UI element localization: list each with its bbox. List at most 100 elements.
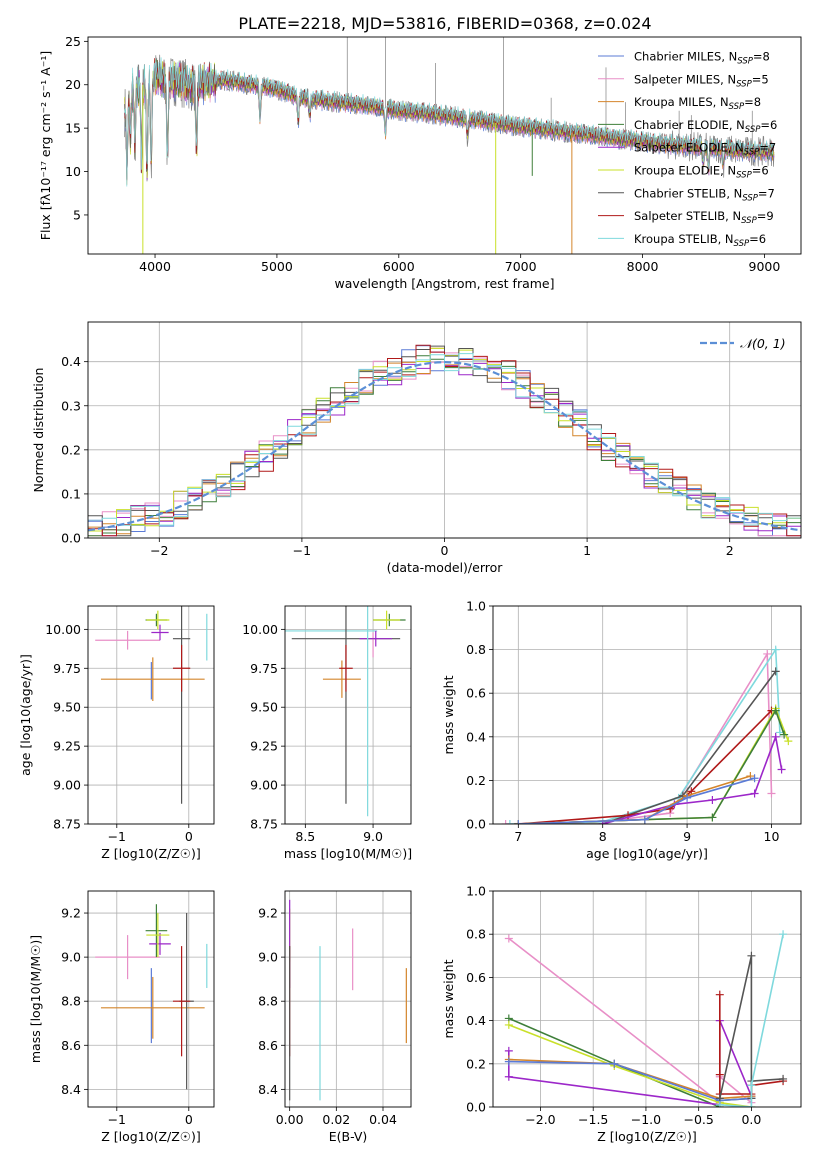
legend-subscript: SSP (734, 239, 750, 249)
y-tick-label: 0.8 (466, 642, 486, 657)
figure-title: PLATE=2218, MJD=53816, FIBERID=0368, z=0… (238, 14, 651, 33)
axes-frame (87, 890, 215, 1108)
mass-weight-marker (505, 820, 514, 824)
y-axis-label: mass weight (441, 959, 456, 1038)
mass-weight-line (518, 777, 755, 824)
y-tick-label: 0.6 (466, 686, 486, 701)
axes-frame (87, 605, 215, 825)
y-axis-label: Flux [fλ10⁻¹⁷ erg cm⁻² s⁻¹ A⁻¹] (38, 51, 53, 240)
x-tick-label: 7000 (505, 259, 537, 274)
legend-count: =8 (753, 50, 770, 64)
x-tick-label: 0.02 (322, 1112, 350, 1127)
mass-weight-marker (504, 1072, 513, 1081)
x-tick-label: 8.5 (295, 829, 315, 844)
y-tick-label: 5 (73, 207, 81, 222)
y-tick-label: 9.2 (258, 906, 278, 921)
y-tick-label: 0.8 (466, 927, 486, 942)
x-tick-label: 9.0 (363, 829, 383, 844)
y-tick-label: 8.8 (258, 994, 278, 1009)
x-axis-label: Z [log10(Z/Z☉)] (101, 1129, 201, 1144)
mass-weight-marker (504, 1057, 513, 1066)
y-tick-label: 9.2 (61, 906, 81, 921)
x-tick-label: 1 (583, 543, 591, 558)
legend-count: =5 (752, 72, 769, 86)
legend-subscript: SSP (742, 193, 758, 203)
x-tick-label: 7 (514, 829, 522, 844)
legend-count: =8 (744, 95, 761, 109)
mass-weight-marker (683, 793, 692, 802)
legend-label: Kroupa MILES, NSSP=8 (634, 95, 761, 112)
mass-weight-marker (767, 789, 776, 798)
legend-count: =6 (749, 232, 766, 246)
y-tick-label: 0.0 (466, 1100, 486, 1115)
x-axis-label: (data-model)/error (387, 560, 504, 575)
x-tick-label: 8 (599, 829, 607, 844)
y-tick-label: 9.75 (53, 661, 81, 676)
y-tick-label: 9.75 (250, 661, 278, 676)
plot-area (285, 606, 406, 817)
x-axis-label: age [log10(age/yr)] (586, 846, 708, 861)
age-vs-metallicity-panel: −1 0 8.75 9.00 9.25 9.50 9.75 10.00 Z [log10(Z/Z… (18, 605, 215, 861)
y-tick-label: 0.2 (466, 773, 486, 788)
mass-weight-marker (747, 1103, 756, 1107)
x-axis-label: mass [log10(M/M☉)] (284, 846, 412, 861)
axes-frame (492, 890, 802, 1108)
y-axis-label: mass weight (441, 675, 456, 754)
legend-label: Kroupa STELIB, NSSP=6 (634, 232, 766, 249)
y-axis-label: Normed distribution (31, 368, 46, 493)
axes-frame (492, 605, 802, 825)
x-tick-label: 0 (441, 543, 449, 558)
x-tick-label: −2.0 (525, 1112, 555, 1127)
x-axis-label: Z [log10(Z/Z☉)] (597, 1129, 697, 1144)
y-tick-label: 9.50 (53, 700, 81, 715)
legend-label: Salpeter STELIB, NSSP=9 (634, 209, 774, 226)
x-tick-label: 9000 (749, 259, 781, 274)
x-axis-label: Z [log10(Z/Z☉)] (101, 846, 201, 861)
plot-area (95, 904, 208, 1090)
y-axis-label: age [log10(age/yr)] (18, 654, 33, 776)
legend-count: =9 (757, 209, 774, 223)
y-tick-label: 8.75 (250, 817, 278, 832)
axes-frame (284, 605, 412, 825)
mass-weight-line (719, 934, 784, 1107)
mass-weight-marker (504, 1020, 513, 1029)
y-tick-label: 9.25 (250, 739, 278, 754)
residual-histogram-steps (88, 345, 801, 537)
spectrum-panel: 4000 5000 6000 7000 8000 9000 5 10 15 20 25 wavelen… (38, 34, 802, 291)
legend-subscript: SSP (737, 57, 753, 67)
y-tick-label: 9.50 (250, 700, 278, 715)
y-tick-label: 9.00 (250, 778, 278, 793)
y-tick-label: 0.1 (61, 486, 81, 501)
mass-weight-vs-age-panel: 7 8 9 10 0.0 0.2 0.4 0.6 0.8 1.0 age [log10(age/yr… (441, 599, 802, 861)
mass-weight-marker (504, 934, 513, 943)
y-tick-label: 15 (65, 121, 81, 136)
mass-weight-marker (715, 1100, 724, 1107)
mass-weight-marker (708, 813, 717, 822)
mass-weight-marker (708, 796, 717, 805)
legend-subscript: SSP (736, 171, 752, 181)
x-tick-label: 9 (683, 829, 691, 844)
x-axis-label: E(B-V) (329, 1129, 368, 1144)
mass-weight-line (508, 1058, 752, 1100)
legend-label: Chabrier ELODIE, NSSP=6 (634, 118, 777, 135)
legend-label: Salpeter MILES, NSSP=5 (634, 72, 769, 89)
y-tick-label: 0.4 (466, 1013, 486, 1028)
y-tick-label: 10 (65, 164, 81, 179)
x-tick-label: −2 (150, 543, 168, 558)
legend-subscript: SSP (729, 102, 745, 112)
x-tick-label: 0.0 (741, 1112, 761, 1127)
legend-count: =6 (752, 164, 769, 178)
y-tick-label: 9.00 (53, 778, 81, 793)
y-tick-label: 8.75 (53, 817, 81, 832)
y-tick-label: 9.0 (61, 950, 81, 965)
x-tick-label: −1.5 (578, 1112, 608, 1127)
legend-label: Chabrier MILES, NSSP=8 (634, 50, 770, 67)
mass-weight-marker (771, 667, 780, 676)
y-tick-label: 8.6 (258, 1038, 278, 1053)
mass-weight-line (719, 994, 784, 1095)
y-tick-label: 8.6 (61, 1038, 81, 1053)
x-tick-label: 4000 (139, 259, 171, 274)
y-tick-label: 8.8 (61, 994, 81, 1009)
mass-weight-marker (747, 1081, 756, 1090)
mass-weight-marker (771, 732, 780, 741)
